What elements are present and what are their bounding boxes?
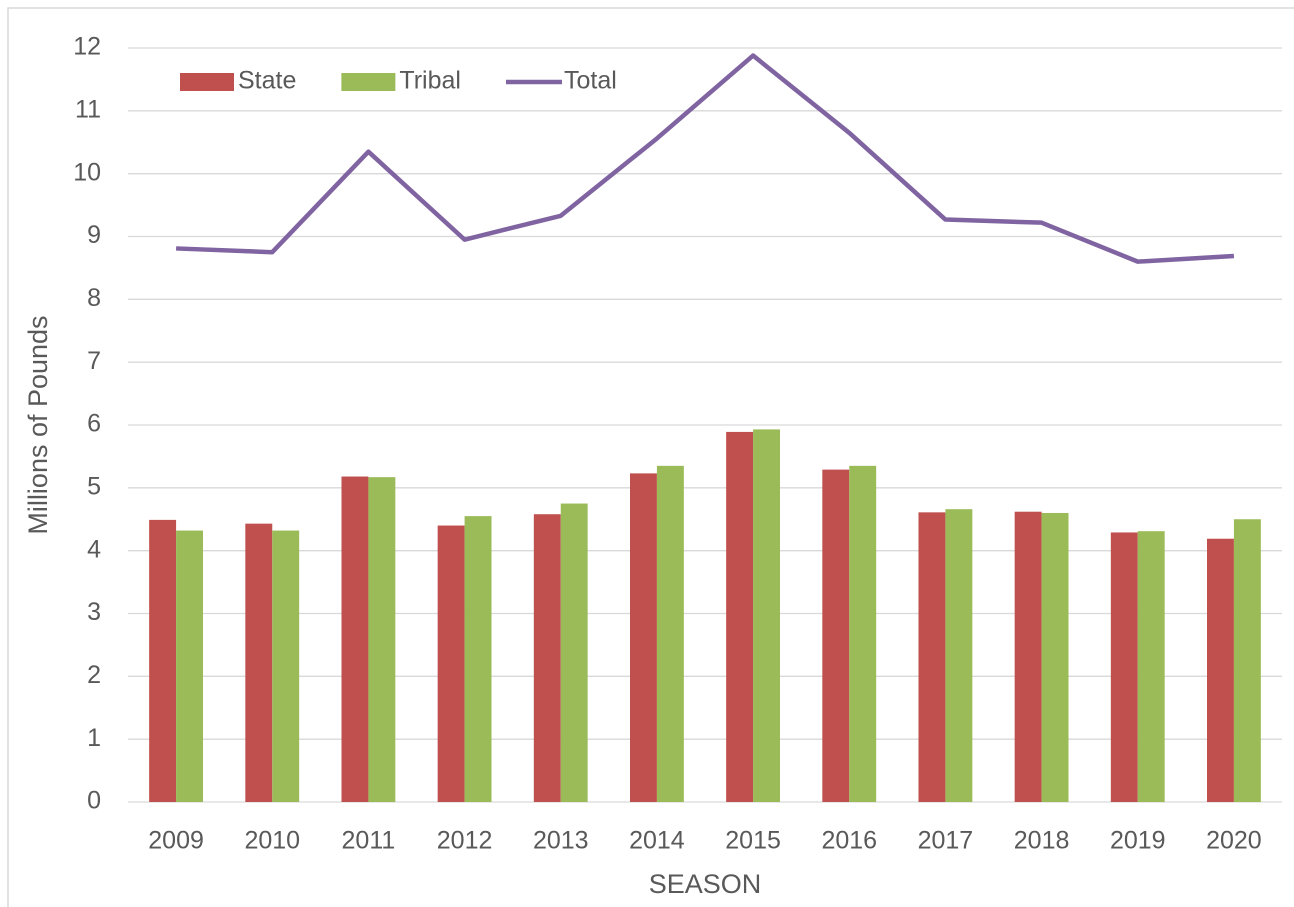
x-tick-label: 2020 (1206, 827, 1262, 855)
bar (341, 476, 369, 802)
x-tick-label: 2014 (629, 827, 685, 855)
bar (245, 523, 273, 802)
legend-swatch (180, 73, 234, 91)
y-tick-label: 1 (87, 724, 101, 752)
bar (1110, 532, 1138, 802)
y-tick-label: 2 (87, 661, 101, 689)
legend-swatch (341, 73, 396, 91)
bar (822, 469, 850, 802)
bar (726, 431, 754, 802)
bar (533, 514, 561, 802)
x-tick-label: 2009 (148, 827, 204, 855)
bar (918, 512, 946, 802)
legend-label: Tribal (399, 67, 461, 95)
y-tick-label: 12 (73, 33, 101, 61)
x-tick-label: 2013 (533, 827, 589, 855)
y-tick-label: 4 (87, 535, 101, 563)
line (175, 53, 1235, 264)
y-tick-label: 3 (87, 598, 101, 626)
bar (849, 465, 877, 802)
y-tick-label: 5 (87, 472, 101, 500)
x-tick-label: 2017 (918, 827, 974, 855)
y-tick-label: 6 (87, 410, 101, 438)
bar (629, 473, 657, 802)
x-axis-label: SEASON (649, 869, 762, 899)
x-tick-label: 2019 (1110, 827, 1166, 855)
chart-frame (7, 7, 1294, 907)
x-tick-label: 2015 (725, 827, 781, 855)
y-tick-label: 7 (87, 347, 101, 375)
x-tick-label: 2010 (244, 827, 300, 855)
y-tick-label: 0 (87, 787, 101, 815)
bar (1137, 531, 1165, 802)
y-tick-label: 9 (87, 221, 101, 249)
bar (945, 509, 973, 802)
bar (149, 519, 177, 802)
x-tick-label: 2018 (1014, 827, 1070, 855)
x-tick-label: 2011 (342, 827, 396, 855)
legend-label: State (238, 67, 296, 95)
bar (464, 516, 492, 802)
bar (1041, 512, 1069, 802)
bar (368, 477, 396, 802)
bar (1233, 519, 1261, 802)
bar (560, 503, 588, 802)
legend-label: Total (564, 67, 617, 95)
bar (656, 465, 684, 802)
bar (1206, 538, 1234, 802)
bar (753, 429, 781, 802)
y-axis-label: Millions of Pounds (23, 315, 53, 534)
bar (176, 530, 204, 802)
x-tick-label: 2012 (437, 827, 493, 855)
bar (272, 530, 300, 802)
x-tick-label: 2016 (821, 827, 877, 855)
bar (437, 525, 465, 802)
y-tick-label: 10 (73, 158, 101, 186)
bar (1014, 511, 1042, 802)
y-tick-label: 8 (87, 284, 101, 312)
y-tick-label: 11 (75, 95, 101, 123)
